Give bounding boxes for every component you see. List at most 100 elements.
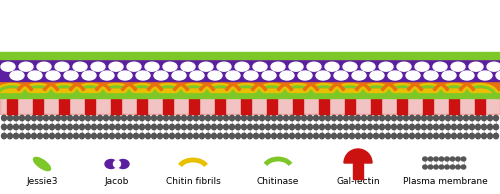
Ellipse shape [134, 124, 138, 130]
Ellipse shape [325, 62, 339, 71]
Ellipse shape [212, 124, 216, 130]
Ellipse shape [386, 133, 390, 139]
Ellipse shape [356, 124, 360, 130]
Ellipse shape [458, 115, 462, 121]
Ellipse shape [456, 165, 460, 169]
Ellipse shape [424, 71, 438, 80]
Wedge shape [441, 81, 467, 94]
Ellipse shape [280, 71, 294, 80]
Bar [163, 94, 173, 114]
Ellipse shape [488, 133, 492, 139]
Ellipse shape [32, 115, 36, 121]
Bar [111, 94, 121, 114]
Ellipse shape [200, 133, 204, 139]
Ellipse shape [482, 115, 486, 121]
Ellipse shape [440, 157, 444, 161]
Ellipse shape [190, 71, 204, 80]
Ellipse shape [456, 157, 460, 161]
Ellipse shape [236, 115, 240, 121]
Bar [0, 92, 500, 98]
Bar [267, 94, 277, 114]
Ellipse shape [271, 62, 285, 71]
Ellipse shape [116, 133, 120, 139]
Ellipse shape [116, 115, 120, 121]
Ellipse shape [476, 133, 480, 139]
Bar [319, 94, 329, 114]
Ellipse shape [338, 133, 342, 139]
Ellipse shape [2, 115, 6, 121]
Bar [189, 94, 199, 114]
Ellipse shape [440, 124, 444, 130]
Ellipse shape [2, 124, 6, 130]
Ellipse shape [50, 115, 54, 121]
Ellipse shape [368, 124, 372, 130]
Ellipse shape [380, 133, 384, 139]
Ellipse shape [230, 115, 234, 121]
Ellipse shape [242, 133, 246, 139]
Ellipse shape [352, 71, 366, 80]
Ellipse shape [362, 115, 366, 121]
Ellipse shape [460, 71, 474, 80]
Ellipse shape [434, 133, 438, 139]
Ellipse shape [482, 133, 486, 139]
Ellipse shape [260, 124, 264, 130]
Ellipse shape [55, 62, 69, 71]
Bar [7, 94, 17, 114]
Ellipse shape [100, 71, 114, 80]
Bar [137, 94, 147, 114]
Bar [85, 94, 95, 114]
Ellipse shape [406, 71, 420, 80]
Ellipse shape [145, 62, 159, 71]
Ellipse shape [398, 124, 402, 130]
Ellipse shape [386, 124, 390, 130]
Ellipse shape [140, 133, 144, 139]
Ellipse shape [428, 133, 432, 139]
Wedge shape [363, 81, 389, 94]
Ellipse shape [248, 133, 252, 139]
Ellipse shape [152, 115, 156, 121]
Text: Jacob: Jacob [105, 178, 129, 186]
Ellipse shape [200, 124, 204, 130]
Ellipse shape [56, 124, 60, 130]
Ellipse shape [350, 115, 354, 121]
Ellipse shape [248, 115, 252, 121]
Ellipse shape [212, 115, 216, 121]
Ellipse shape [134, 133, 138, 139]
Ellipse shape [272, 133, 276, 139]
Ellipse shape [392, 115, 396, 121]
Ellipse shape [314, 133, 318, 139]
Ellipse shape [74, 133, 78, 139]
Ellipse shape [344, 133, 348, 139]
Ellipse shape [446, 115, 450, 121]
Ellipse shape [8, 124, 12, 130]
Ellipse shape [458, 133, 462, 139]
Ellipse shape [218, 133, 222, 139]
Bar [33, 94, 43, 114]
Ellipse shape [1, 62, 15, 71]
Ellipse shape [122, 124, 126, 130]
Ellipse shape [110, 124, 114, 130]
Ellipse shape [188, 124, 192, 130]
Bar [423, 94, 433, 114]
Ellipse shape [158, 115, 162, 121]
Ellipse shape [494, 133, 498, 139]
Ellipse shape [350, 124, 354, 130]
Ellipse shape [194, 124, 198, 130]
Ellipse shape [356, 133, 360, 139]
Ellipse shape [182, 115, 186, 121]
Ellipse shape [98, 124, 102, 130]
Wedge shape [337, 81, 363, 94]
Ellipse shape [86, 133, 90, 139]
Ellipse shape [428, 115, 432, 121]
Ellipse shape [446, 133, 450, 139]
Ellipse shape [488, 115, 492, 121]
Ellipse shape [194, 133, 198, 139]
Ellipse shape [146, 115, 150, 121]
Ellipse shape [334, 71, 348, 80]
Ellipse shape [68, 124, 72, 130]
Ellipse shape [422, 115, 426, 121]
Ellipse shape [494, 124, 498, 130]
Ellipse shape [320, 133, 324, 139]
Ellipse shape [235, 62, 249, 71]
Ellipse shape [260, 115, 264, 121]
